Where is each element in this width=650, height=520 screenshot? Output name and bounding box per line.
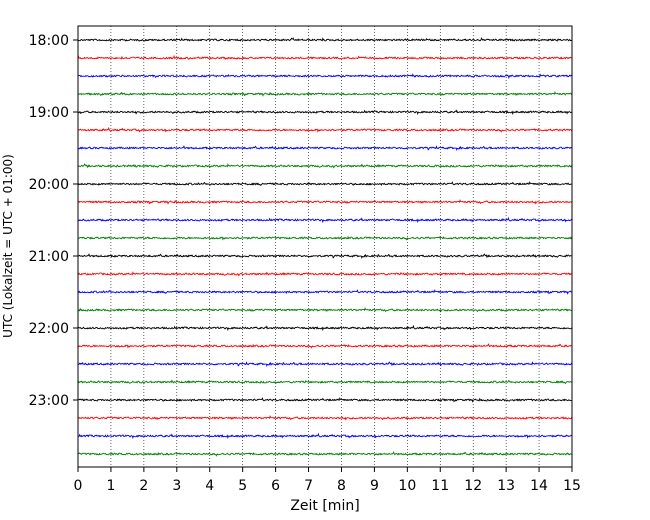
- trace-1: [77, 37, 573, 42]
- trace-17: [77, 324, 573, 332]
- plot-frame: [77, 25, 573, 468]
- x-tick-label-14: 14: [530, 478, 548, 494]
- trace-20: [77, 379, 573, 385]
- trace-2: [77, 54, 573, 61]
- trace-21: [77, 397, 573, 403]
- trace-3: [77, 73, 573, 80]
- trace-10: [77, 199, 573, 205]
- x-tick-label-15: 15: [563, 478, 581, 494]
- x-tick-label-3: 3: [172, 478, 181, 494]
- trace-24: [77, 451, 573, 457]
- y-tick-label-23:00: 23:00: [29, 393, 69, 409]
- y-tick-label-18:00: 18:00: [29, 33, 69, 49]
- x-tick-label-13: 13: [497, 478, 515, 494]
- x-tick-label-6: 6: [271, 478, 280, 494]
- y-tick-label-20:00: 20:00: [29, 177, 69, 193]
- x-tick-label-11: 11: [431, 478, 449, 494]
- x-tick-label-0: 0: [74, 478, 83, 494]
- x-tick-label-9: 9: [370, 478, 379, 494]
- trace-5: [77, 109, 573, 116]
- x-tick-label-12: 12: [464, 478, 482, 494]
- y-tick-label-19:00: 19:00: [29, 105, 69, 121]
- trace-11: [77, 216, 573, 224]
- y-tick-label-21:00: 21:00: [29, 249, 69, 265]
- x-tick-label-10: 10: [398, 478, 416, 494]
- x-tick-label-7: 7: [304, 478, 313, 494]
- trace-13: [77, 253, 573, 260]
- trace-19: [77, 361, 573, 367]
- trace-15: [77, 289, 573, 295]
- trace-7: [77, 145, 573, 151]
- trace-18: [77, 343, 573, 349]
- x-tick-label-1: 1: [106, 478, 115, 494]
- x-tick-label-4: 4: [205, 478, 214, 494]
- grid-lines: [110, 26, 540, 467]
- x-axis-ticks: 0 1 2 3 4 5 6 7 8 9 10 11 12 13 14 15: [74, 467, 581, 494]
- trace-12: [77, 235, 573, 241]
- y-axis-label: UTC (Lokalzeit = UTC + 01:00): [1, 154, 15, 338]
- y-tick-label-22:00: 22:00: [29, 321, 69, 337]
- trace-4: [77, 91, 573, 97]
- trace-23: [77, 432, 573, 440]
- trace-22: [77, 415, 573, 421]
- trace-group: [77, 37, 573, 457]
- trace-16: [77, 307, 573, 313]
- trace-8: [77, 163, 573, 169]
- x-tick-label-2: 2: [139, 478, 148, 494]
- x-tick-label-5: 5: [238, 478, 247, 494]
- trace-9: [77, 181, 573, 187]
- trace-6: [77, 126, 573, 133]
- trace-14: [77, 271, 573, 277]
- y-axis-ticks: 18:00 19:00 20:00 21:00 22:00 23:00: [29, 33, 78, 409]
- x-tick-label-8: 8: [337, 478, 346, 494]
- x-axis-label: Zeit [min]: [290, 498, 359, 514]
